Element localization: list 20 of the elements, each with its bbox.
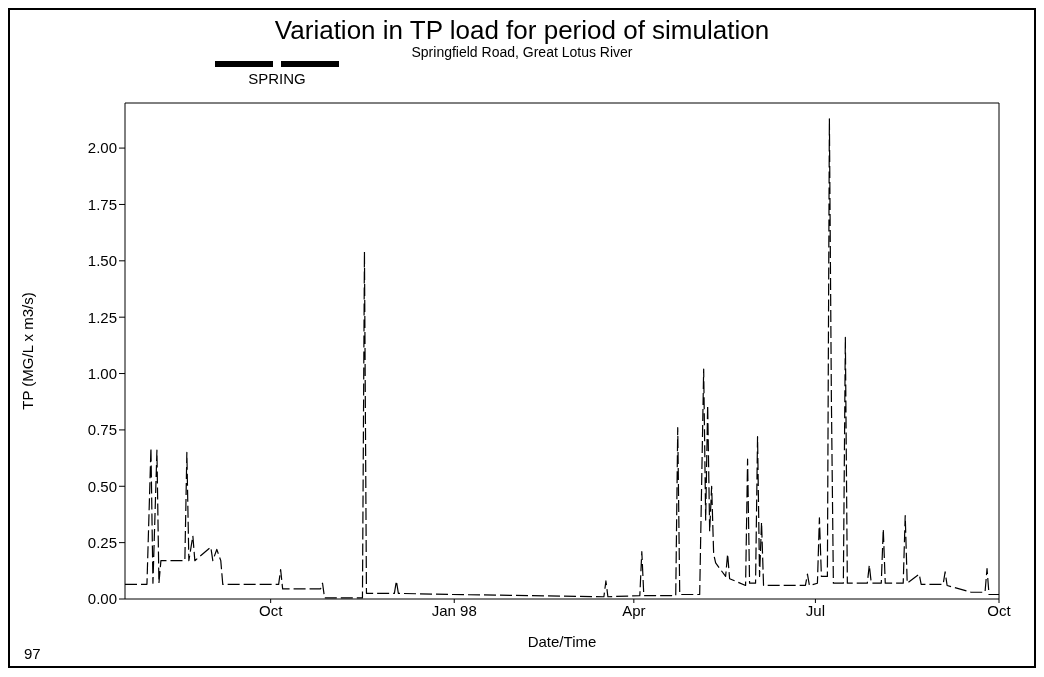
y-tick-label: 1.50	[87, 252, 117, 270]
x-tick-label: Apr	[622, 601, 646, 619]
y-tick-label: 2.00	[87, 139, 117, 157]
x-tick-label: Oct	[987, 601, 1012, 619]
chart-title: Variation in TP load for period of simulation	[273, 15, 771, 45]
y-tick-label: 0.25	[87, 533, 117, 551]
x-tick-label: Oct	[258, 601, 284, 619]
y-tick-label: 0.50	[87, 477, 117, 495]
x-tick-label: Jul	[805, 601, 826, 619]
y-tick-label: 0.75	[87, 421, 117, 439]
x-tick-label: Jan 98	[431, 601, 477, 619]
y-tick-label: 1.25	[87, 308, 117, 326]
y-tick-label: 0.00	[87, 590, 117, 608]
y-tick-label: 1.75	[87, 195, 117, 213]
chart-subtitle: Springfield Road, Great Lotus River	[410, 44, 634, 60]
y-axis-title: TP (MG/L x m3/s)	[19, 292, 37, 410]
text: 97	[24, 645, 41, 662]
x-axis-title: Date/Time	[527, 633, 597, 650]
y-tick-label: 1.00	[87, 364, 117, 382]
text: SPRING	[248, 70, 306, 87]
